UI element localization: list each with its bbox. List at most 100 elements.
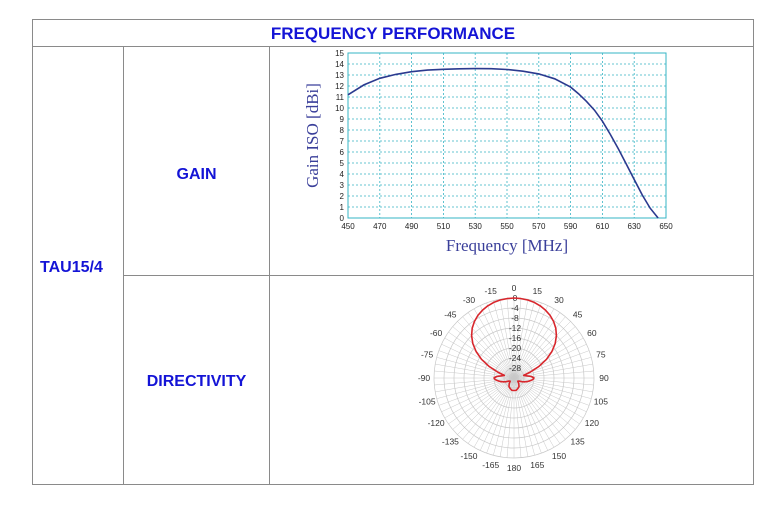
polar-spoke-130 — [513, 377, 576, 430]
gain-y-tick-10: 10 — [335, 104, 344, 113]
row-divider — [123, 275, 753, 276]
polar-spoke-40 — [513, 316, 566, 379]
gain-x-tick-610: 610 — [596, 222, 610, 231]
polar-spoke-65 — [513, 343, 587, 379]
polar-spoke-20 — [513, 302, 542, 379]
polar-spoke-345 — [493, 300, 515, 379]
polar-spoke-260 — [435, 377, 515, 393]
polar-angle-label-m120: -120 — [428, 418, 445, 428]
polar-spoke-155 — [513, 377, 549, 451]
gain-x-axis-label: Frequency [MHz] — [446, 236, 568, 255]
polar-spoke-230 — [452, 377, 515, 430]
polar-angle-label-m45: -45 — [444, 309, 457, 319]
polar-angle-label-m165: -165 — [482, 460, 499, 470]
gain-y-tick-5: 5 — [340, 159, 345, 168]
polar-spoke-10 — [513, 299, 529, 379]
polar-spoke-225 — [457, 377, 515, 435]
gain-y-tick-7: 7 — [340, 137, 345, 146]
gain-y-axis-label: Gain ISO [dBi] — [303, 83, 322, 188]
polar-spoke-100 — [513, 377, 593, 393]
polar-spoke-325 — [467, 312, 515, 379]
polar-spoke-315 — [457, 321, 515, 379]
polar-angle-label-165: 165 — [530, 460, 544, 470]
polar-angle-label-m150: -150 — [460, 451, 477, 461]
polar-radial-label-m24: -24 — [509, 353, 522, 363]
polar-spoke-350 — [499, 299, 515, 379]
table-header: FREQUENCY PERFORMANCE — [270, 23, 516, 43]
polar-spoke-110 — [513, 377, 590, 406]
polar-spoke-35 — [513, 312, 561, 379]
polar-spoke-335 — [479, 305, 515, 379]
polar-spoke-95 — [513, 377, 594, 386]
polar-spoke-305 — [448, 331, 515, 379]
polar-spoke-320 — [462, 316, 515, 379]
polar-angle-label-0: 0 — [512, 283, 517, 293]
polar-spoke-145 — [513, 377, 561, 444]
gain-x-tick-570: 570 — [532, 222, 546, 231]
directivity-polar-chart: 0 153045607590105120135150165180-165-150-… — [418, 283, 609, 473]
polar-angle-label-135: 135 — [571, 437, 585, 447]
header-divider — [33, 46, 753, 47]
polar-angle-label-30: 30 — [554, 295, 564, 305]
polar-angle-label-120: 120 — [585, 418, 599, 428]
gain-y-tick-9: 9 — [340, 115, 345, 124]
gain-x-tick-550: 550 — [500, 222, 514, 231]
polar-spoke-310 — [452, 326, 515, 379]
polar-radial-label-m12: -12 — [509, 323, 522, 333]
polar-spoke-120 — [513, 377, 584, 419]
polar-spoke-115 — [513, 377, 587, 413]
gain-y-tick-11: 11 — [336, 93, 345, 102]
polar-spoke-190 — [499, 377, 515, 457]
polar-spoke-175 — [513, 377, 522, 458]
polar-radial-label-m8: -8 — [511, 313, 519, 323]
polar-spoke-15 — [513, 300, 535, 379]
polar-angle-label-m30: -30 — [463, 295, 476, 305]
polar-angle-label-m105: -105 — [419, 396, 436, 406]
polar-spoke-240 — [444, 377, 515, 419]
gain-y-tick-4: 4 — [340, 170, 345, 179]
polar-spoke-220 — [462, 377, 515, 440]
polar-angle-label-m75: -75 — [421, 350, 434, 360]
polar-spoke-5 — [513, 298, 522, 379]
label-column-divider — [269, 46, 270, 485]
gain-y-tick-13: 13 — [335, 71, 344, 80]
polar-angle-label-m90: -90 — [418, 373, 431, 383]
polar-spoke-295 — [441, 343, 515, 379]
polar-angle-label-180: 180 — [507, 463, 521, 473]
gain-x-tick-590: 590 — [564, 222, 578, 231]
polar-spoke-200 — [486, 377, 515, 454]
polar-spoke-300 — [444, 337, 515, 379]
polar-spoke-85 — [513, 370, 594, 379]
polar-angle-label-15: 15 — [533, 286, 543, 296]
gain-y-tick-12: 12 — [335, 82, 344, 91]
polar-angle-label-90: 90 — [599, 373, 609, 383]
polar-radial-label-m28: -28 — [509, 363, 522, 373]
gain-y-tick-0: 0 — [340, 214, 345, 223]
polar-spoke-205 — [479, 377, 515, 451]
polar-spoke-210 — [473, 377, 515, 448]
polar-spoke-160 — [513, 377, 542, 454]
gain-x-tick-450: 450 — [341, 222, 355, 231]
polar-spoke-125 — [513, 377, 580, 425]
directivity-pattern-curve — [470, 297, 558, 392]
gain-row-label: GAIN — [176, 166, 217, 183]
polar-spoke-265 — [434, 377, 515, 386]
gain-curve — [347, 67, 659, 219]
frequency-performance-table: FREQUENCY PERFORMANCE TAU15/4 GAIN DIREC… — [32, 19, 754, 485]
polar-angle-label-m15: -15 — [485, 286, 498, 296]
polar-spoke-140 — [513, 377, 566, 440]
gain-y-tick-15: 15 — [335, 49, 344, 58]
polar-spoke-165 — [513, 377, 535, 456]
polar-angle-label-105: 105 — [594, 396, 608, 406]
polar-spoke-45 — [513, 321, 571, 379]
model-name: TAU15/4 — [40, 259, 103, 276]
gain-x-tick-510: 510 — [437, 222, 451, 231]
gain-x-tick-530: 530 — [469, 222, 483, 231]
gain-x-tick-490: 490 — [405, 222, 419, 231]
polar-spoke-170 — [513, 377, 529, 457]
polar-spoke-340 — [486, 302, 515, 379]
gain-y-tick-1: 1 — [340, 203, 345, 212]
gain-y-tick-3: 3 — [340, 181, 345, 190]
gain-x-tick-630: 630 — [628, 222, 642, 231]
